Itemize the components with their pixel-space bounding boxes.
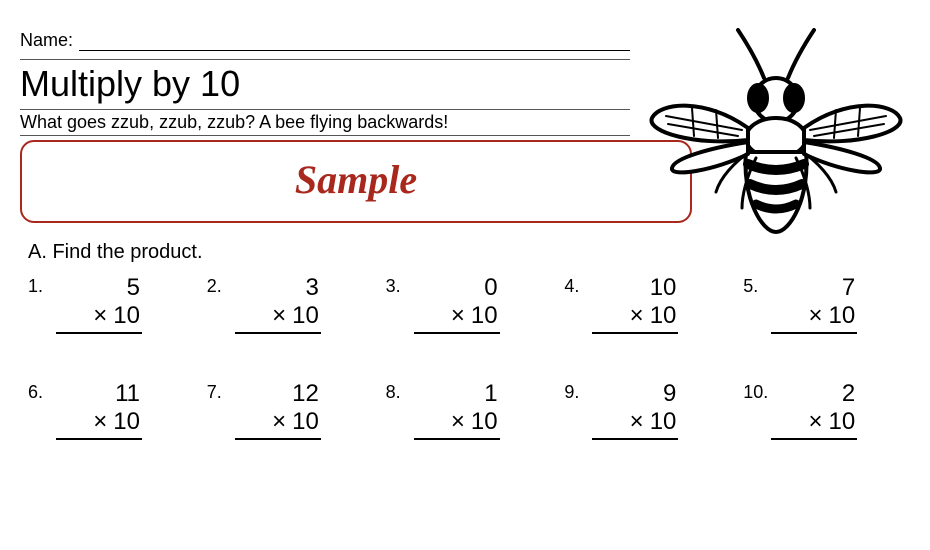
section-instruction: A. Find the product. — [28, 241, 910, 264]
multiplier: 10 — [828, 302, 855, 330]
problem-number: 2. — [207, 274, 235, 297]
problem-body: 12×10 — [235, 380, 321, 440]
problem-body: 1×10 — [414, 380, 500, 440]
sample-watermark-box: Sample — [20, 140, 692, 223]
name-label: Name: — [20, 30, 73, 51]
multiply-symbol: × — [630, 302, 644, 330]
multiplier-row: ×10 — [235, 408, 321, 440]
multiply-symbol: × — [808, 408, 822, 436]
problem-number: 1. — [28, 274, 56, 297]
bee-icon — [646, 28, 906, 238]
multiplier-row: ×10 — [771, 302, 857, 334]
multiplier-row: ×10 — [414, 408, 500, 440]
name-blank-line — [79, 33, 630, 51]
problem-body: 7×10 — [771, 274, 857, 334]
problem: 5.7×10 — [743, 274, 892, 334]
multiplier-row: ×10 — [592, 302, 678, 334]
problem-body: 10×10 — [592, 274, 678, 334]
title-block: Multiply by 10 — [20, 59, 630, 110]
multiplier-row: ×10 — [414, 302, 500, 334]
problem-number: 4. — [564, 274, 592, 297]
worksheet-title: Multiply by 10 — [20, 63, 630, 105]
multiplier: 10 — [650, 408, 677, 436]
multiplicand: 3 — [235, 274, 321, 302]
problem-number: 10. — [743, 380, 771, 403]
problem: 3.0×10 — [386, 274, 535, 334]
problem-body: 11×10 — [56, 380, 142, 440]
multiplier-row: ×10 — [771, 408, 857, 440]
multiply-symbol: × — [93, 408, 107, 436]
multiplicand: 7 — [771, 274, 857, 302]
problem-body: 2×10 — [771, 380, 857, 440]
worksheet-subtitle: What goes zzub, zzub, zzub? A bee flying… — [20, 112, 630, 136]
multiply-symbol: × — [808, 302, 822, 330]
problem: 6.11×10 — [28, 380, 177, 440]
multiplier: 10 — [292, 302, 319, 330]
multiplicand: 10 — [592, 274, 678, 302]
sample-watermark-text: Sample — [295, 157, 417, 202]
multiplier-row: ×10 — [592, 408, 678, 440]
multiplicand: 9 — [592, 380, 678, 408]
multiply-symbol: × — [451, 408, 465, 436]
multiplicand: 0 — [414, 274, 500, 302]
multiplier: 10 — [471, 408, 498, 436]
multiplier: 10 — [828, 408, 855, 436]
problem-body: 3×10 — [235, 274, 321, 334]
problem-number: 6. — [28, 380, 56, 403]
problem-number: 9. — [564, 380, 592, 403]
multiplier: 10 — [471, 302, 498, 330]
problems-grid: 1.5×102.3×103.0×104.10×105.7×106.11×107.… — [20, 274, 910, 440]
name-row: Name: — [20, 30, 630, 51]
multiply-symbol: × — [93, 302, 107, 330]
multiplier: 10 — [650, 302, 677, 330]
multiplicand: 1 — [414, 380, 500, 408]
multiply-symbol: × — [272, 302, 286, 330]
multiplicand: 12 — [235, 380, 321, 408]
multiplicand: 11 — [56, 380, 142, 408]
multiplier-row: ×10 — [56, 408, 142, 440]
problem-body: 0×10 — [414, 274, 500, 334]
multiplier-row: ×10 — [235, 302, 321, 334]
multiply-symbol: × — [272, 408, 286, 436]
multiplier: 10 — [292, 408, 319, 436]
multiply-symbol: × — [451, 302, 465, 330]
problem-number: 3. — [386, 274, 414, 297]
problem-number: 5. — [743, 274, 771, 297]
worksheet-header: Name: Multiply by 10 What goes zzub, zzu… — [20, 30, 630, 136]
multiplicand: 5 — [56, 274, 142, 302]
multiplicand: 2 — [771, 380, 857, 408]
problem: 1.5×10 — [28, 274, 177, 334]
problem-number: 7. — [207, 380, 235, 403]
problem: 2.3×10 — [207, 274, 356, 334]
problem-body: 9×10 — [592, 380, 678, 440]
problem: 10.2×10 — [743, 380, 892, 440]
multiplier: 10 — [113, 302, 140, 330]
problem-body: 5×10 — [56, 274, 142, 334]
problem: 7.12×10 — [207, 380, 356, 440]
multiplier: 10 — [113, 408, 140, 436]
problem: 9.9×10 — [564, 380, 713, 440]
multiply-symbol: × — [630, 408, 644, 436]
problem-number: 8. — [386, 380, 414, 403]
problem: 8.1×10 — [386, 380, 535, 440]
problem: 4.10×10 — [564, 274, 713, 334]
multiplier-row: ×10 — [56, 302, 142, 334]
